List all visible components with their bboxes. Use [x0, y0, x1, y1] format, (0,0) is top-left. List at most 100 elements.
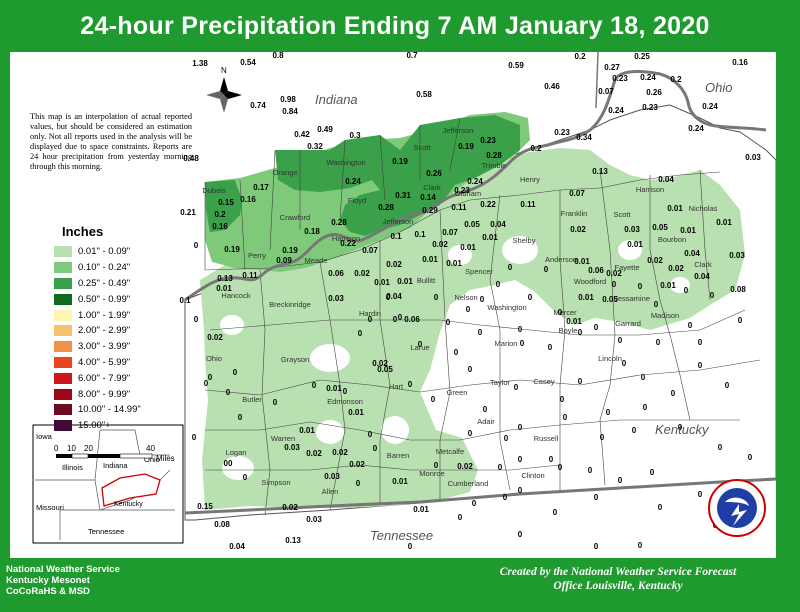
observation-value: 0.98 [280, 95, 296, 104]
scale-tick-40: 40 [146, 444, 155, 453]
observation-zero: 0 [606, 408, 611, 417]
observation-zero: 0 [472, 499, 477, 508]
observation-value: 0.24 [640, 73, 656, 82]
observation-value: 0.01 [627, 240, 643, 249]
county-label: Adair [477, 417, 495, 426]
county-label: Garrard [615, 319, 641, 328]
tennessee-border [184, 477, 776, 515]
observation-zero: 0 [356, 479, 361, 488]
legend-label: 10.00" - 14.99" [78, 404, 141, 416]
observation-value: 0.49 [317, 125, 333, 134]
county-label: Harrison [332, 234, 360, 243]
county-label: Bourbon [658, 235, 686, 244]
county-label: Harrison [636, 185, 664, 194]
observation-zero: 0 [504, 434, 509, 443]
observation-value: 0.59 [508, 61, 524, 70]
observation-zero: 0 [558, 463, 563, 472]
observation-value: 0.01 [716, 218, 732, 227]
legend-swatch [54, 341, 72, 353]
observation-zero: 0 [238, 413, 243, 422]
legend-item: 0.25" - 0.49" [54, 276, 141, 292]
observation-value: 0.24 [688, 124, 704, 133]
observation-value: 0.01 [392, 477, 408, 486]
observation-value: 0.02 [332, 448, 348, 457]
legend-item: 1.00" - 1.99" [54, 307, 141, 323]
observation-zero: 0 [514, 383, 519, 392]
observation-zero: 0 [738, 316, 743, 325]
observation-value: 0.01 [667, 204, 683, 213]
credits-right: Created by the National Weather Service … [458, 565, 778, 593]
observation-zero: 0 [498, 463, 503, 472]
observation-value: 0.46 [544, 82, 560, 91]
inset-label-tennessee: Tennessee [88, 527, 124, 536]
county-label: Marion [495, 339, 518, 348]
scale-tick-10: 10 [67, 444, 76, 453]
observation-value: 0.01 [299, 426, 315, 435]
inset-label-indiana: Indiana [103, 461, 128, 470]
observation-value: 0.54 [240, 58, 256, 67]
observation-zero: 0 [466, 305, 471, 314]
observation-zero: 0 [478, 328, 483, 337]
observation-value: 0.2 [214, 210, 226, 219]
observation-zero: 0 [386, 293, 391, 302]
observation-zero: 0 [233, 368, 238, 377]
observation-value: 0.26 [426, 169, 442, 178]
precip-area-dark-west [205, 180, 242, 232]
county-label: Scott [413, 143, 431, 152]
county-label: Metcalfe [436, 447, 464, 456]
observation-zero: 0 [632, 426, 637, 435]
state-label-tennessee: Tennessee [370, 528, 433, 543]
observation-value: 0.01 [660, 281, 676, 290]
observation-zero: 0 [226, 388, 231, 397]
observation-value: 0.21 [180, 208, 196, 217]
observation-zero: 0 [418, 340, 423, 349]
observation-value: 0.29 [422, 206, 438, 215]
observation-value: 0.01 [574, 257, 590, 266]
observation-value: 0.01 [422, 255, 438, 264]
observation-value: 0.02 [207, 333, 223, 342]
observation-value: 0.08 [730, 285, 746, 294]
county-label: Crawford [280, 213, 310, 222]
legend-label: 15.00"+ [78, 420, 111, 432]
inset-label-missouri: Missouri [36, 503, 64, 512]
observation-zero: 0 [446, 318, 451, 327]
observation-value: 1.38 [192, 59, 208, 68]
north-label: N [221, 66, 227, 75]
observation-zero: 0 [408, 542, 413, 551]
observation-zero: 0 [600, 433, 605, 442]
observation-value: 0.42 [294, 130, 310, 139]
observation-zero: 0 [563, 413, 568, 422]
observation-zero: 0 [518, 325, 523, 334]
observation-zero: 0 [468, 365, 473, 374]
precipitation-map: Indiana Ohio Kentucky Tennessee Jefferso… [32, 52, 776, 551]
observation-value: 0.02 [432, 240, 448, 249]
observation-value: 0.23 [454, 186, 470, 195]
observation-value: 0.01 [397, 277, 413, 286]
observation-value: 0.28 [331, 218, 347, 227]
observation-value: 0.01 [446, 259, 462, 268]
observation-zero: 0 [678, 423, 683, 432]
county-label: Green [447, 388, 468, 397]
map-area: Indiana Ohio Kentucky Tennessee Jefferso… [10, 52, 776, 558]
county-label: Cumberland [448, 479, 489, 488]
observation-value: 0.04 [490, 220, 506, 229]
county-label: Nelson [454, 293, 477, 302]
observation-value: 0.15 [218, 198, 234, 207]
observation-value: 0.01 [566, 317, 582, 326]
legend-item: 8.00" - 9.99" [54, 386, 141, 402]
dry-patch [570, 391, 590, 409]
observation-zero: 0 [480, 295, 485, 304]
observation-value: 0.2 [574, 52, 586, 61]
observation-zero: 0 [638, 282, 643, 291]
observation-value: 0.23 [554, 128, 570, 137]
observation-zero: 0 [343, 387, 348, 396]
observation-zero: 0 [553, 508, 558, 517]
observation-value: 0.06 [328, 269, 344, 278]
county-label: Spencer [465, 267, 493, 276]
observation-value: 0.3 [349, 131, 361, 140]
observation-value: 0.31 [395, 191, 411, 200]
observation-value: 0.19 [282, 246, 298, 255]
observation-value: 0.07 [569, 189, 585, 198]
observation-value: 0.02 [647, 256, 663, 265]
observation-values: 1.38 0.540.8 0.70.590.2 0.250.160.270.23 0.2… [179, 52, 761, 551]
